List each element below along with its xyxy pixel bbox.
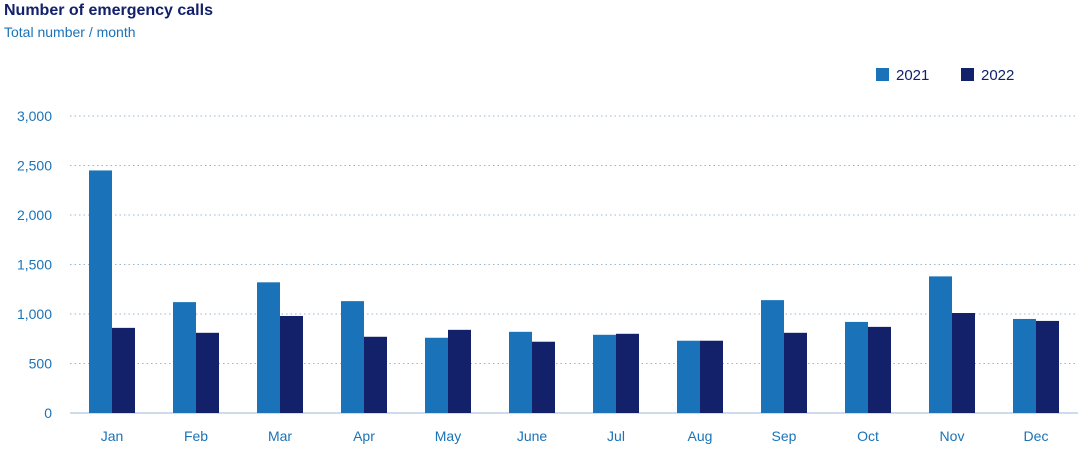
bar-2021-jan xyxy=(89,170,112,413)
x-tick-label: June xyxy=(517,428,548,444)
bar-2022-aug xyxy=(700,340,723,413)
x-tick-label: Dec xyxy=(1024,428,1049,444)
y-tick-label: 3,000 xyxy=(17,108,52,124)
bar-2021-may xyxy=(425,337,448,413)
bar-2022-jan xyxy=(112,327,135,413)
x-tick-label: Feb xyxy=(184,428,208,444)
legend-label-2022: 2022 xyxy=(981,67,1014,84)
bar-2022-june xyxy=(532,341,555,413)
legend-label-2021: 2021 xyxy=(896,67,929,84)
bar-2021-feb xyxy=(173,302,196,413)
x-tick-label: Oct xyxy=(857,428,879,444)
y-tick-label: 500 xyxy=(29,356,53,372)
bar-2021-aug xyxy=(677,340,700,413)
bar-2021-sep xyxy=(761,300,784,413)
bar-2021-dec xyxy=(1013,318,1036,413)
chart-title: Number of emergency calls xyxy=(4,2,213,19)
bar-2021-nov xyxy=(929,276,952,413)
y-tick-label: 2,000 xyxy=(17,207,52,223)
x-tick-label: Aug xyxy=(688,428,713,444)
bar-2021-jul xyxy=(593,334,616,413)
bar-2022-feb xyxy=(196,332,219,413)
x-tick-label: Sep xyxy=(772,428,797,444)
bar-2022-may xyxy=(448,329,471,413)
x-tick-label: Mar xyxy=(268,428,292,444)
bar-2022-oct xyxy=(868,326,891,413)
bar-2021-apr xyxy=(341,301,364,413)
chart-subtitle: Total number / month xyxy=(4,24,136,40)
y-tick-label: 1,000 xyxy=(17,306,52,322)
legend-swatch-2021 xyxy=(876,68,889,81)
bar-2022-mar xyxy=(280,315,303,413)
bar-2021-june xyxy=(509,331,532,413)
legend-swatch-2022 xyxy=(961,68,974,81)
bar-2021-oct xyxy=(845,321,868,413)
bar-2022-apr xyxy=(364,336,387,413)
bar-2022-dec xyxy=(1036,320,1059,413)
bar-2022-nov xyxy=(952,313,975,413)
bar-2022-sep xyxy=(784,332,807,413)
bar-2021-mar xyxy=(257,282,280,413)
x-tick-label: May xyxy=(435,428,461,444)
x-tick-label: Jul xyxy=(607,428,625,444)
y-tick-label: 1,500 xyxy=(17,257,52,273)
x-tick-label: Nov xyxy=(940,428,965,444)
x-tick-label: Jan xyxy=(101,428,124,444)
y-tick-label: 2,500 xyxy=(17,158,52,174)
y-tick-label: 0 xyxy=(44,405,52,421)
x-tick-label: Apr xyxy=(353,428,375,444)
bar-2022-jul xyxy=(616,333,639,413)
